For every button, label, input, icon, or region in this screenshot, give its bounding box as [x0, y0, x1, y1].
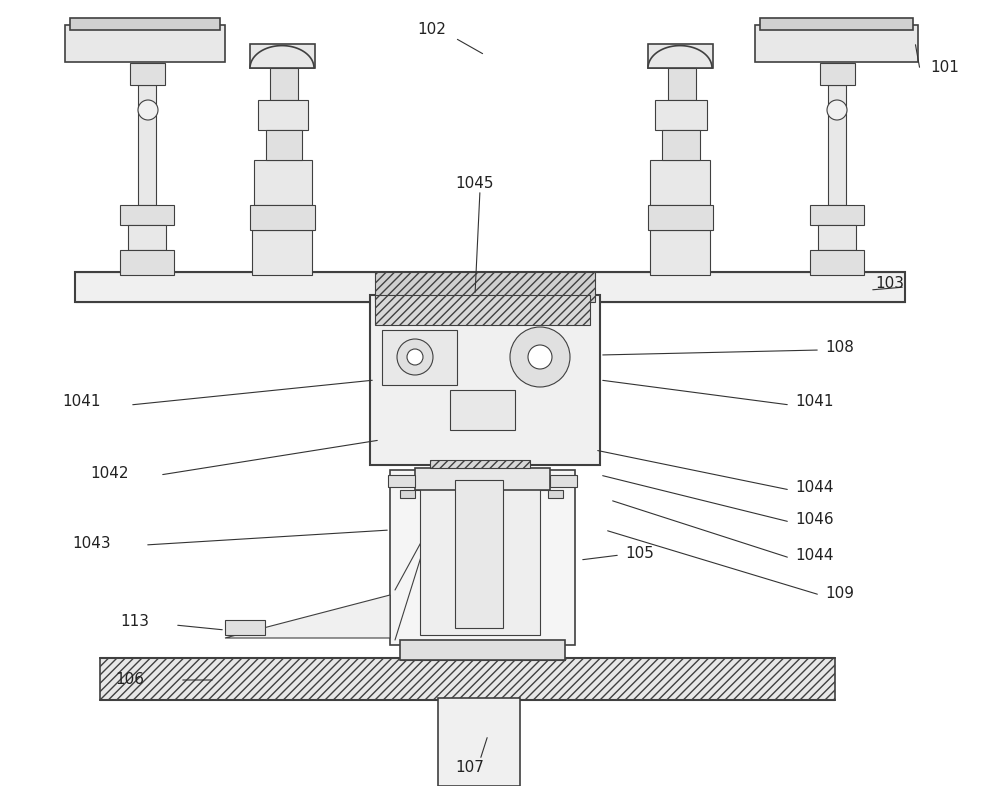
Polygon shape	[648, 46, 712, 68]
Text: 113: 113	[120, 615, 149, 630]
Polygon shape	[250, 46, 314, 68]
FancyBboxPatch shape	[250, 44, 315, 68]
Text: 1044: 1044	[795, 549, 834, 564]
Text: 1044: 1044	[795, 480, 834, 495]
FancyBboxPatch shape	[65, 25, 225, 62]
FancyBboxPatch shape	[420, 470, 540, 635]
FancyBboxPatch shape	[266, 130, 302, 160]
Text: 1046: 1046	[795, 512, 834, 527]
FancyBboxPatch shape	[120, 205, 174, 225]
FancyBboxPatch shape	[828, 85, 846, 205]
Text: 106: 106	[115, 673, 144, 688]
Text: 103: 103	[875, 276, 904, 291]
FancyBboxPatch shape	[820, 63, 855, 85]
FancyBboxPatch shape	[668, 68, 696, 100]
FancyBboxPatch shape	[648, 44, 713, 68]
FancyBboxPatch shape	[438, 698, 520, 786]
FancyBboxPatch shape	[75, 272, 905, 302]
Circle shape	[138, 100, 158, 120]
Circle shape	[397, 339, 433, 375]
Circle shape	[510, 327, 570, 387]
Text: 102: 102	[418, 23, 446, 38]
FancyBboxPatch shape	[548, 490, 563, 498]
FancyBboxPatch shape	[648, 205, 713, 230]
FancyBboxPatch shape	[650, 160, 710, 205]
Circle shape	[827, 100, 847, 120]
FancyBboxPatch shape	[382, 330, 457, 385]
Text: 108: 108	[825, 340, 854, 355]
FancyBboxPatch shape	[818, 225, 856, 250]
FancyBboxPatch shape	[370, 295, 600, 465]
FancyBboxPatch shape	[450, 390, 515, 430]
FancyBboxPatch shape	[258, 100, 308, 130]
FancyBboxPatch shape	[225, 620, 265, 635]
FancyBboxPatch shape	[400, 490, 415, 498]
Circle shape	[407, 349, 423, 365]
FancyBboxPatch shape	[760, 18, 913, 30]
Text: 1043: 1043	[72, 535, 111, 550]
FancyBboxPatch shape	[130, 63, 165, 85]
FancyBboxPatch shape	[415, 468, 550, 490]
FancyBboxPatch shape	[375, 295, 590, 325]
FancyBboxPatch shape	[655, 100, 707, 130]
FancyBboxPatch shape	[650, 230, 710, 275]
FancyBboxPatch shape	[810, 205, 864, 225]
FancyBboxPatch shape	[120, 250, 174, 275]
Polygon shape	[225, 595, 390, 638]
Text: 109: 109	[825, 586, 854, 601]
Text: 101: 101	[930, 61, 959, 75]
FancyBboxPatch shape	[810, 250, 864, 275]
FancyBboxPatch shape	[100, 658, 835, 700]
FancyBboxPatch shape	[550, 475, 577, 487]
FancyBboxPatch shape	[375, 272, 595, 302]
FancyBboxPatch shape	[662, 130, 700, 160]
FancyBboxPatch shape	[254, 160, 312, 205]
FancyBboxPatch shape	[138, 85, 156, 205]
FancyBboxPatch shape	[388, 475, 415, 487]
Text: 1041: 1041	[795, 395, 834, 410]
Text: 105: 105	[625, 545, 654, 560]
FancyBboxPatch shape	[755, 25, 918, 62]
FancyBboxPatch shape	[252, 230, 312, 275]
FancyBboxPatch shape	[128, 225, 166, 250]
Text: 1041: 1041	[62, 395, 100, 410]
Text: 1045: 1045	[455, 175, 494, 190]
Circle shape	[528, 345, 552, 369]
FancyBboxPatch shape	[390, 470, 575, 645]
FancyBboxPatch shape	[270, 68, 298, 100]
Text: 1042: 1042	[90, 465, 128, 480]
FancyBboxPatch shape	[455, 480, 503, 628]
FancyBboxPatch shape	[430, 460, 530, 468]
FancyBboxPatch shape	[250, 205, 315, 230]
Text: 107: 107	[455, 761, 484, 776]
FancyBboxPatch shape	[70, 18, 220, 30]
FancyBboxPatch shape	[400, 640, 565, 660]
